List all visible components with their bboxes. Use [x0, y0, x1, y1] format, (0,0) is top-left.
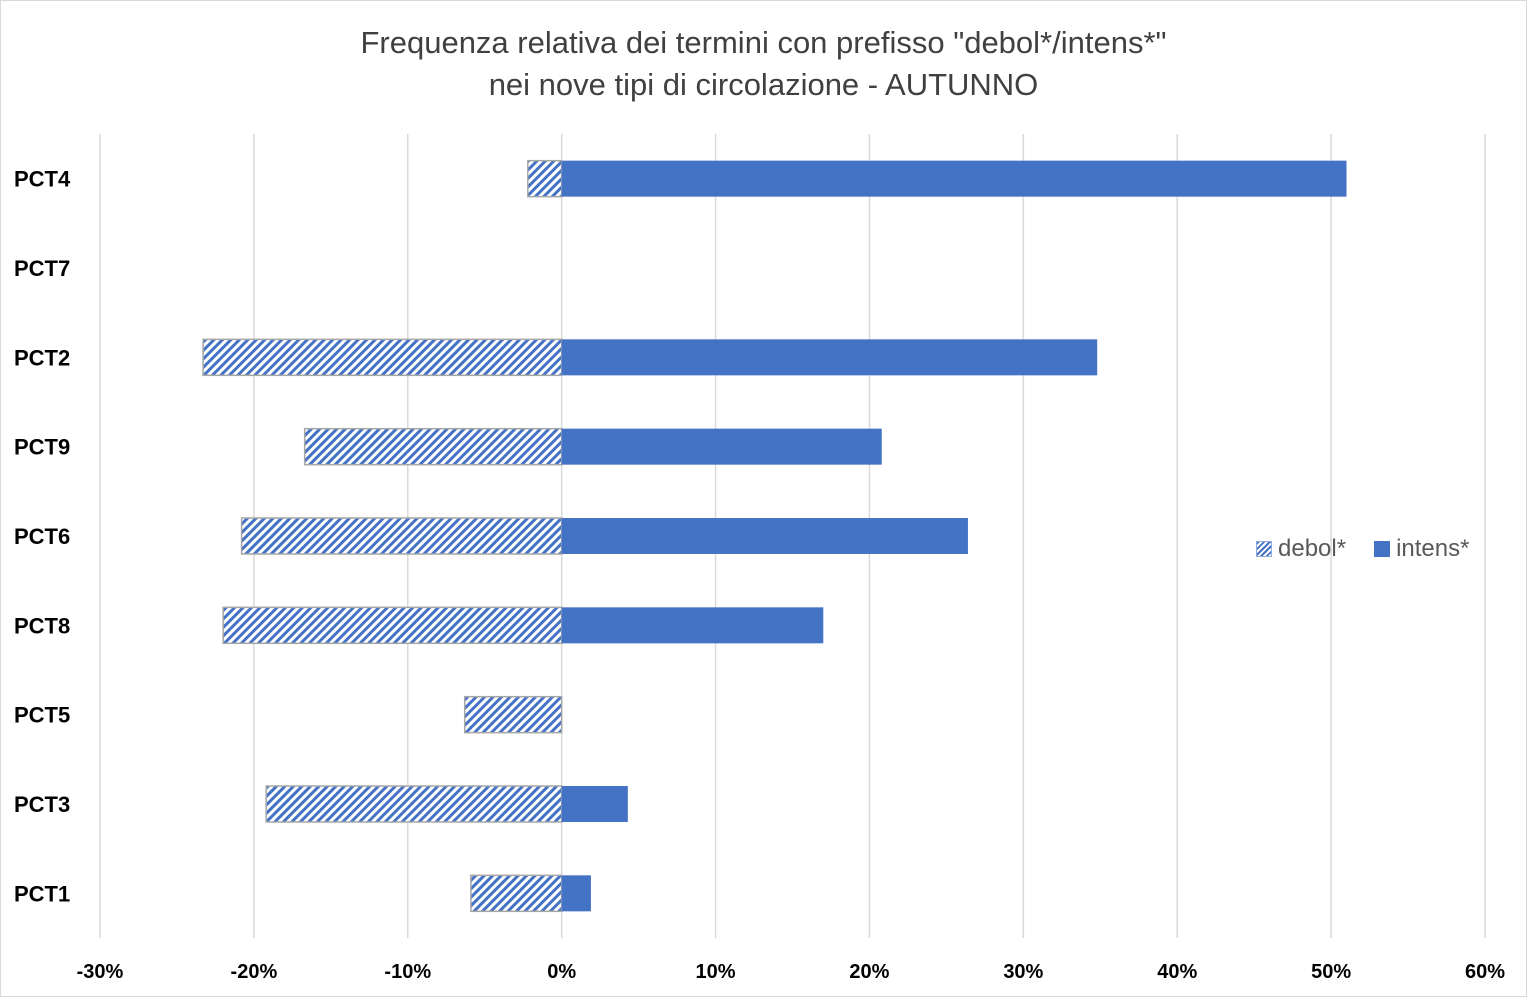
category-label: PCT4: [14, 167, 71, 192]
title-line-1: Frequenza relativa dei termini con prefi…: [360, 25, 1167, 60]
bar-debol: [240, 517, 563, 555]
x-tick-label: 60%: [1465, 961, 1505, 983]
legend-item-intens: intens*: [1374, 535, 1469, 563]
legend: debol* intens*: [1256, 535, 1497, 563]
x-tick-label: 0%: [547, 961, 576, 983]
x-tick-label: 50%: [1311, 961, 1351, 983]
x-tick-label: -20%: [231, 961, 278, 983]
category-label: PCT7: [14, 256, 70, 281]
title-line-2: nei nove tipi di circolazione - AUTUNNO: [488, 67, 1039, 102]
bar-debol: [202, 338, 563, 377]
bar-intens: [561, 786, 628, 822]
category-label: PCT8: [14, 613, 70, 638]
category-label: PCT2: [14, 345, 70, 370]
bar-debol: [265, 785, 563, 823]
bar-intens: [561, 428, 882, 465]
x-tick-label: -30%: [77, 961, 124, 983]
legend-label-intens: intens*: [1396, 535, 1470, 562]
x-tick-label: 30%: [1003, 961, 1043, 983]
x-tick-labels: -30% -20% -10% 0% 10% 20% 30% 40% 50% 60%: [77, 961, 1506, 983]
category-label: PCT6: [14, 524, 70, 549]
x-tick-label: 40%: [1157, 961, 1197, 983]
legend-label-debol: debol*: [1278, 535, 1347, 562]
legend-swatch-intens: [1374, 541, 1391, 557]
bar-intens: [561, 339, 1098, 376]
bar-debol: [527, 159, 563, 198]
bar-intens: [561, 607, 824, 644]
category-label: PCT3: [14, 792, 70, 817]
x-tick-label: 10%: [696, 961, 736, 983]
bar-intens: [561, 160, 1347, 197]
x-tick-label: 20%: [849, 961, 889, 983]
bar-intens: [561, 518, 968, 554]
bars: [202, 159, 1347, 913]
category-label: PCT9: [14, 435, 70, 460]
chart-title: Frequenza relativa dei termini con prefi…: [0, 22, 1527, 106]
bar-debol: [303, 427, 563, 466]
legend-swatch-debol: [1256, 541, 1272, 557]
category-labels: PCT4 PCT7 PCT2 PCT9 PCT6 PCT8 PCT5 PCT3 PCT1: [14, 167, 71, 907]
category-label: PCT5: [14, 703, 70, 728]
category-label: PCT1: [14, 881, 70, 906]
bar-debol: [222, 606, 563, 645]
bar-debol: [470, 874, 563, 913]
legend-item-debol: debol*: [1256, 535, 1346, 563]
bar-debol: [463, 695, 563, 734]
bar-intens: [561, 875, 591, 912]
x-tick-label: -10%: [384, 961, 431, 983]
